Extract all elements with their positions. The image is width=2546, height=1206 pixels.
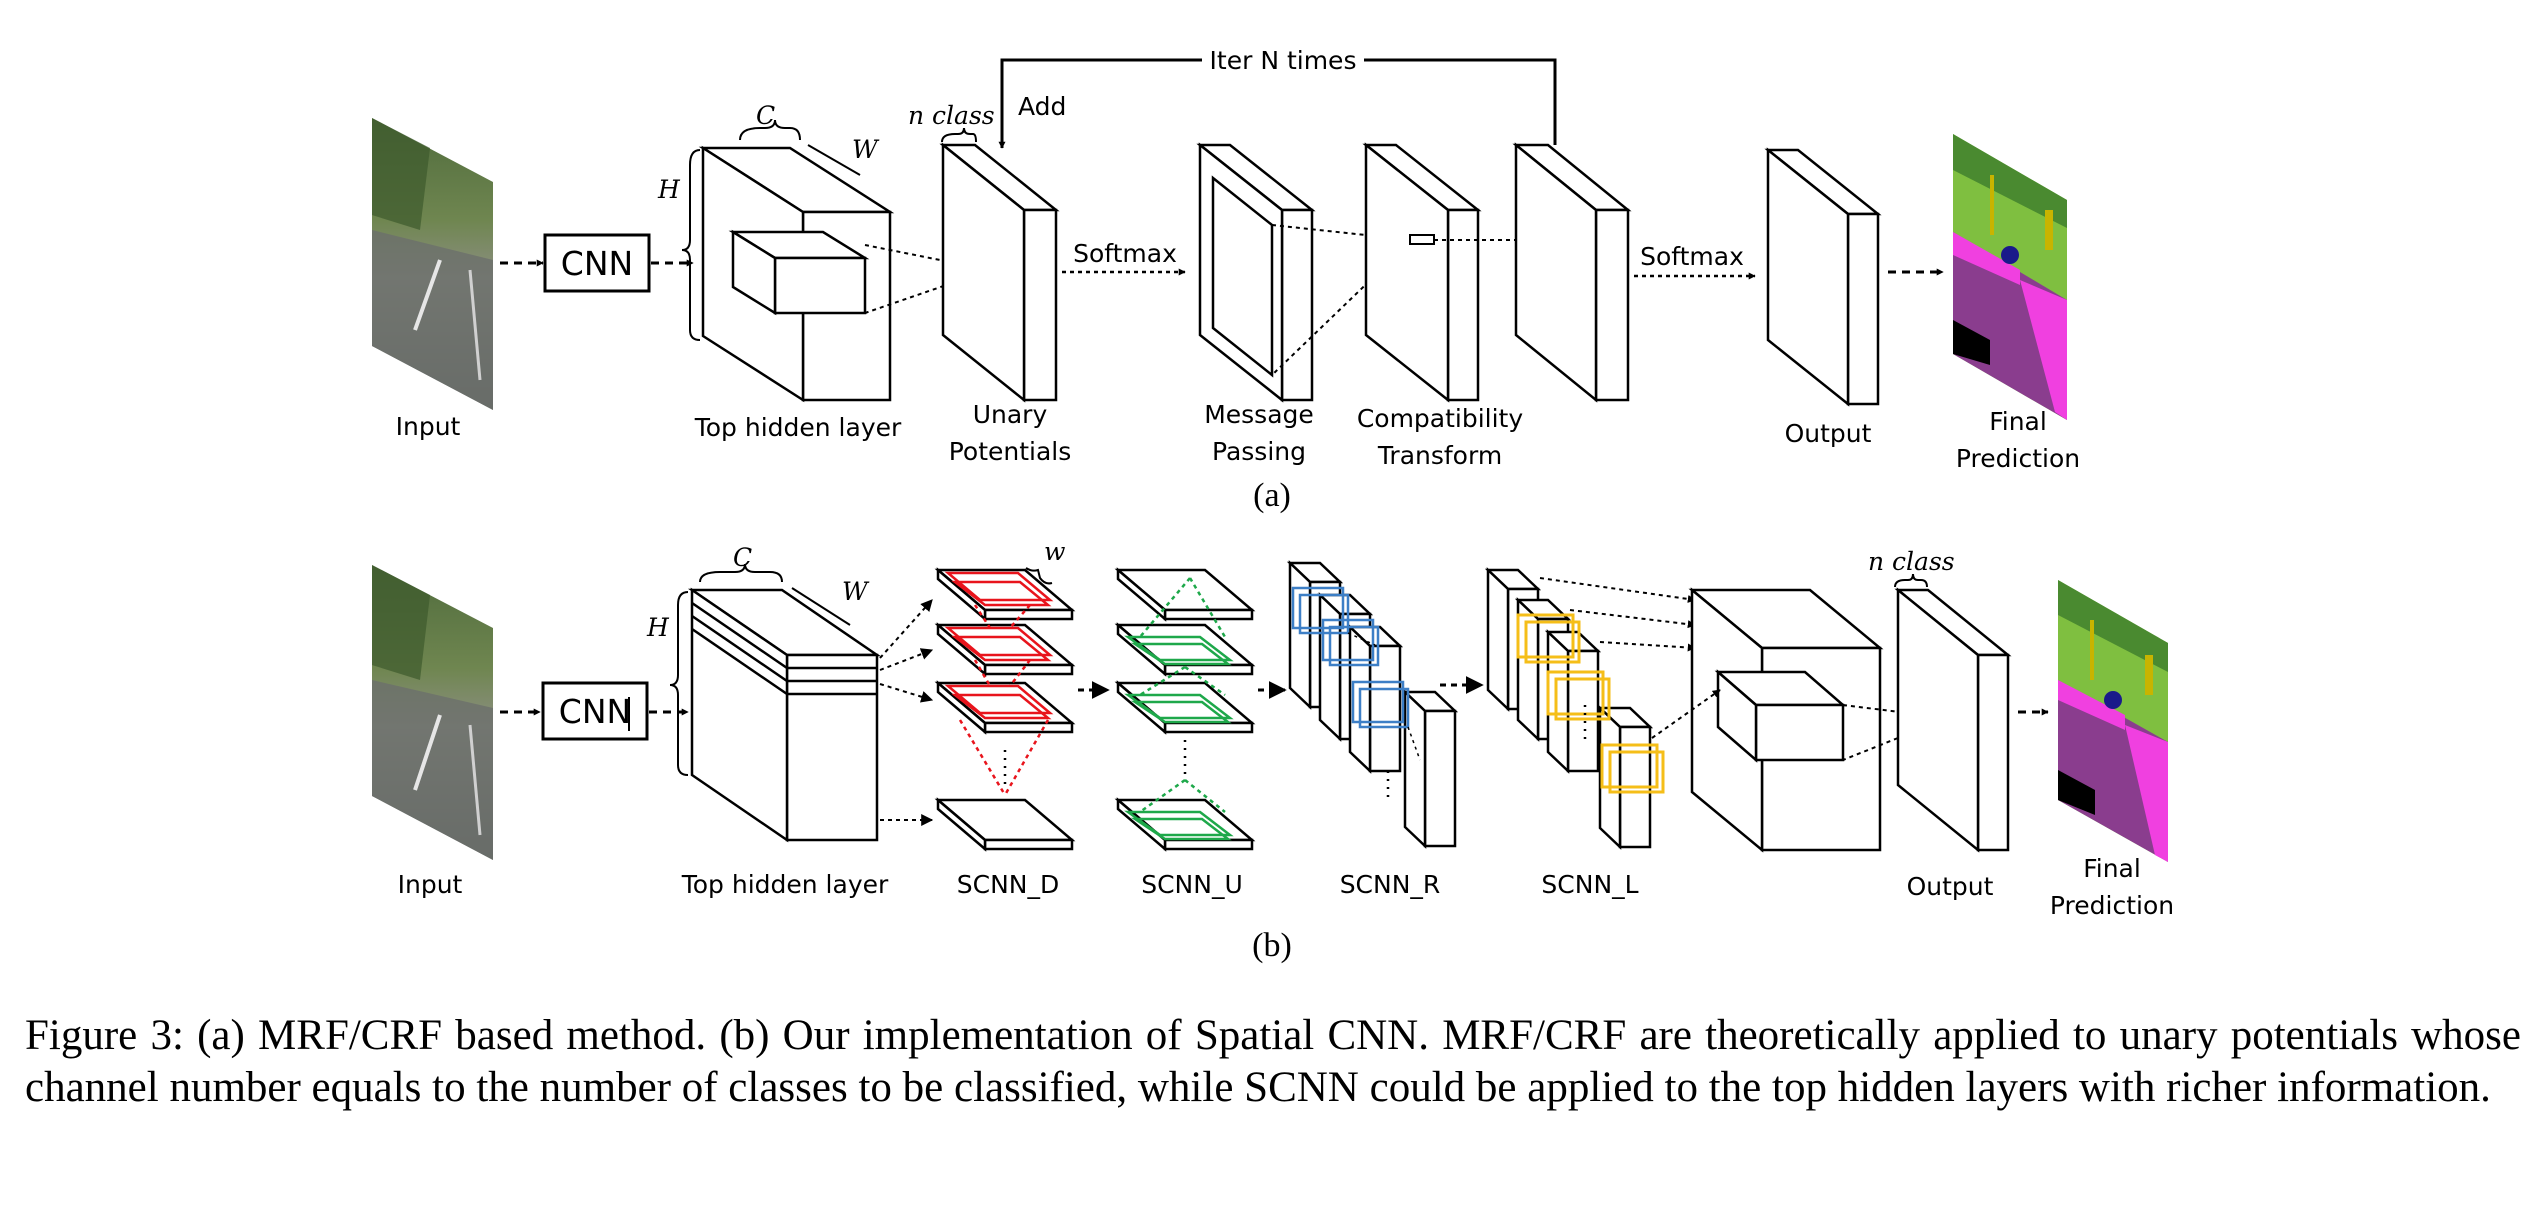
cnn-box-a <box>543 233 651 293</box>
w-brace-b <box>791 587 851 626</box>
iter-label: Iter N times <box>1210 46 1357 75</box>
scnn-u-slabs <box>1114 567 1256 852</box>
n-class-brace-a <box>941 127 977 143</box>
output-label-a: Output <box>1785 419 1872 448</box>
arrow-l-to-cube <box>1651 689 1721 739</box>
dim-c-a: C <box>756 101 775 130</box>
final-label-a-1: Final <box>1989 407 2047 436</box>
message-label-1: Message <box>1204 400 1314 429</box>
output-label-b: Output <box>1907 872 1994 901</box>
softmax-label-2: Softmax <box>1640 242 1744 271</box>
dim-w-a: W <box>852 135 880 164</box>
c-brace-b <box>699 563 783 583</box>
message-label-2: Passing <box>1212 437 1306 466</box>
h-brace-b <box>669 591 689 776</box>
hidden-layer-label-b: Top hidden layer <box>681 870 889 899</box>
panel-b: Input CNN C H W Top hidden layer <box>372 537 2174 964</box>
hidden-layer-label-a: Top hidden layer <box>694 413 902 442</box>
dim-h-b: H <box>646 613 670 642</box>
final-label-b-2: Prediction <box>2050 891 2174 920</box>
softmax-label-1: Softmax <box>1073 239 1177 268</box>
receptive-field-lines-a <box>864 244 994 314</box>
w-brace-a <box>807 144 861 176</box>
scnn-r-label: SCNN_R <box>1340 870 1441 899</box>
hidden-to-scnn-d-arrows <box>879 599 934 826</box>
panel-a-label: (a) <box>1253 477 1291 514</box>
add-label: Add <box>1018 92 1066 121</box>
unary-potentials-slab <box>939 142 1060 403</box>
c-brace-a <box>739 119 801 141</box>
message-passing-slab <box>1196 142 1316 403</box>
scnn-d-slabs <box>934 567 1076 852</box>
scnn-r-dotted <box>1347 632 1421 761</box>
iter-loop-left <box>998 58 1202 149</box>
scnn-u-label: SCNN_U <box>1141 870 1243 899</box>
scnn-d-label: SCNN_D <box>957 870 1059 899</box>
input-label-b: Input <box>398 870 463 899</box>
slice-w-label: w <box>1044 537 1065 566</box>
input-street-image-b <box>372 565 493 860</box>
compat-label-1: Compatibility <box>1357 404 1524 433</box>
scnn-l-slices <box>1484 567 1654 850</box>
input-label-a: Input <box>396 412 461 441</box>
scnn-l-yellow-highlights <box>1516 613 1665 794</box>
scnn-d-red-highlights <box>944 571 1054 796</box>
scnn-l-label: SCNN_L <box>1541 870 1638 899</box>
hidden-layer-cube-b <box>687 587 882 843</box>
final-prediction-image-b <box>2058 580 2168 862</box>
n-class-label-b: n class <box>1868 547 1955 576</box>
h-brace-a <box>681 149 701 341</box>
output-slab-b <box>1894 587 2012 853</box>
final-label-a-2: Prediction <box>1956 444 2080 473</box>
final-label-b-1: Final <box>2083 854 2141 883</box>
dim-w-b: W <box>842 577 870 606</box>
input-street-image-a <box>372 118 493 410</box>
n-class-label-a: n class <box>908 101 995 130</box>
cnn-label-a: CNN <box>561 244 633 283</box>
dim-c-b: C <box>733 543 752 572</box>
hidden-layer-cube-a <box>698 145 895 403</box>
cnn-label-b: CNN <box>559 692 631 731</box>
figure-caption: Figure 3: (a) MRF/CRF based method. (b) … <box>25 1012 2521 1111</box>
scnn-u-green-highlights <box>1124 577 1234 841</box>
slice-w-brace <box>1025 567 1053 585</box>
scnn-r-slices <box>1286 560 1459 849</box>
compatibility-slab <box>1362 142 1482 403</box>
scnn-output-cube <box>1688 587 1884 853</box>
scnn-r-blue-highlights <box>1291 586 1410 729</box>
output-slab-a <box>1764 147 1882 407</box>
iteration-slab <box>1512 142 1632 403</box>
scnn-l-to-cube-arrows <box>1539 577 1696 652</box>
unary-label-2: Potentials <box>949 437 1072 466</box>
iter-loop-right <box>1364 58 1557 145</box>
panel-a: Input CNN C H W Top hidden layer n clas <box>372 46 2080 514</box>
final-prediction-image-a <box>1953 134 2067 420</box>
panel-b-label: (b) <box>1252 927 1292 964</box>
unary-label-1: Unary <box>973 400 1048 429</box>
dim-h-a: H <box>657 175 681 204</box>
n-class-brace-b <box>1894 573 1928 588</box>
compat-label-2: Transform <box>1377 441 1502 470</box>
